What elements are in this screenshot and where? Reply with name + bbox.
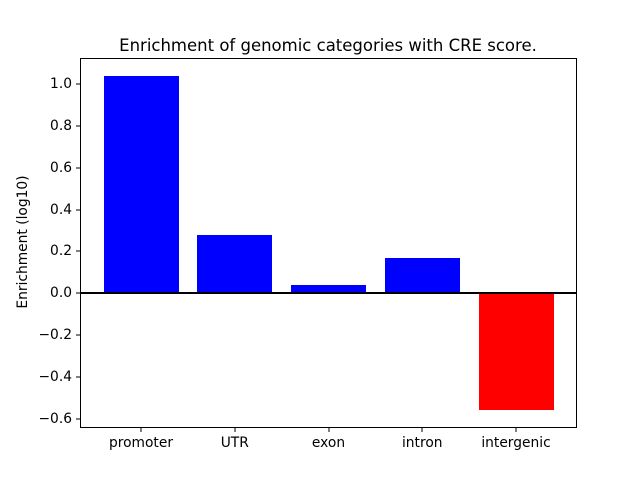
y-tick-label: 0.6 [50,159,72,176]
plot-area: 1.0 0.8 0.6 0.4 0.2 0.0 −0.2 −0.4 −0.6 promoter UT… [38,58,577,451]
y-tick-mark [76,334,81,336]
y-tick-label: 0.4 [50,201,72,218]
y-tick-label: 0.8 [50,117,72,134]
chart-title: Enrichment of genomic categories with CR… [119,36,537,55]
x-tick-label-exon: exon [311,435,346,451]
y-axis-label: Enrichment (log10) [15,175,31,309]
zero-line [81,292,576,295]
x-tick-mark [140,427,142,432]
x-tick-label-intron: intron [401,435,443,451]
bar-UTR [197,234,273,294]
x-tick-mark [515,427,517,432]
y-tick-label: −0.2 [38,327,72,343]
x-tick-mark [328,427,329,432]
y-tick-mark [76,292,81,294]
y-tick-mark [76,376,81,378]
bar-intergenic [478,293,554,411]
y-tick-mark [76,167,81,169]
bar-promoter [103,75,179,294]
bar-intron [384,257,460,294]
x-tick-label-promoter: promoter [108,435,174,451]
y-tick-label: 0.0 [50,285,72,302]
y-tick-mark [76,83,81,85]
y-tick-label: −0.6 [38,410,72,427]
y-tick-mark [76,418,81,420]
x-tick-mark [421,427,423,432]
x-tick-label-UTR: UTR [220,435,249,451]
x-tick-label-intergenic: intergenic [481,435,551,451]
y-tick-label: 0.2 [50,243,72,260]
y-tick-mark [76,125,81,127]
x-tick-mark [234,427,236,432]
y-tick-label: 1.0 [50,76,72,93]
bar-exon [291,284,366,294]
y-tick-mark [76,250,81,252]
y-tick-mark [76,209,81,211]
y-tick-label: −0.4 [38,368,72,385]
